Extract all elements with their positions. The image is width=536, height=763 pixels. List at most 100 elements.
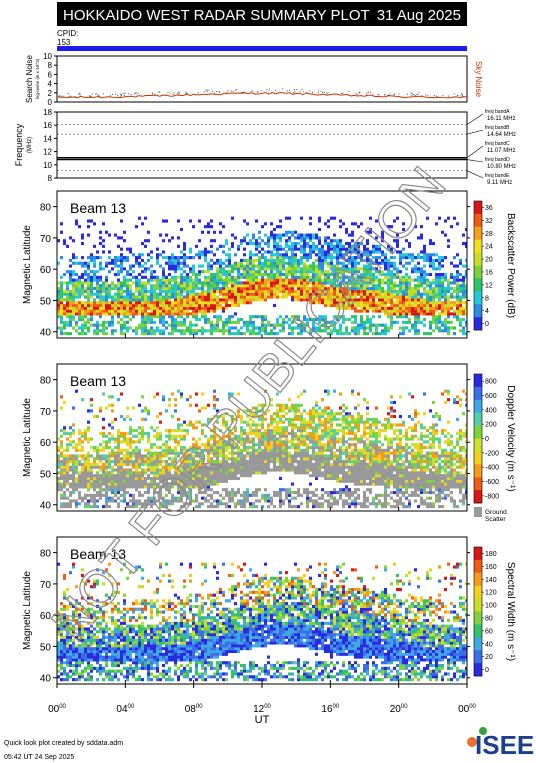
heatmap-cell	[72, 476, 75, 481]
heatmap-cell	[228, 468, 231, 472]
heatmap-cell	[390, 264, 393, 268]
heatmap-cell	[357, 287, 360, 291]
heatmap-cell	[402, 295, 405, 299]
heatmap-cell	[153, 429, 156, 433]
heatmap-cell	[141, 317, 144, 322]
heatmap-cell	[315, 247, 318, 251]
heatmap-cell	[78, 289, 81, 293]
heatmap-cell	[144, 306, 147, 310]
heatmap-cell	[231, 216, 234, 220]
heatmap-cell	[381, 306, 384, 310]
heatmap-cell	[252, 429, 255, 433]
heatmap-cell	[258, 457, 261, 461]
heatmap-cell	[294, 230, 297, 234]
heatmap-cell	[228, 278, 231, 282]
heatmap-cell	[168, 256, 171, 260]
heatmap-cell	[132, 479, 135, 483]
heatmap-cell	[330, 298, 333, 302]
heatmap-cell	[378, 332, 381, 336]
heatmap-cell	[297, 241, 300, 246]
heatmap-cell	[123, 457, 126, 461]
heatmap-cell	[303, 295, 306, 299]
heatmap-cell	[204, 250, 207, 254]
heatmap-cell	[111, 460, 114, 464]
heatmap-cell	[141, 292, 144, 296]
heatmap-cell	[99, 474, 102, 478]
heatmap-cell	[90, 275, 93, 279]
noise-point	[119, 95, 121, 97]
heatmap-cell	[231, 292, 234, 296]
heatmap-cell	[171, 303, 174, 308]
heatmap-cell	[225, 241, 228, 246]
frequency-ylabel-sub: (MHz)	[27, 137, 33, 153]
heatmap-cell	[324, 295, 327, 299]
heatmap-cell	[192, 468, 195, 472]
heatmap-cell	[108, 479, 111, 483]
heatmap-cell	[423, 270, 426, 274]
heatmap-cell	[84, 320, 87, 324]
heatmap-cell	[360, 306, 363, 310]
heatmap-cell	[357, 301, 360, 305]
heatmap-cell	[207, 292, 210, 296]
noise-point	[241, 91, 243, 93]
heatmap-cell	[126, 474, 129, 478]
heatmap-cell	[357, 278, 360, 282]
heatmap-cell	[348, 233, 351, 237]
heatmap-cell	[180, 496, 183, 500]
heatmap-cell	[237, 502, 240, 506]
heatmap-cell	[123, 493, 126, 497]
heatmap-cell	[138, 298, 141, 302]
heatmap-cell	[267, 323, 270, 327]
heatmap-cell	[207, 471, 210, 475]
heatmap-cell	[63, 476, 66, 481]
heatmap-cell	[186, 329, 189, 333]
heatmap-cell	[132, 292, 135, 296]
heatmap-cell	[174, 298, 177, 302]
heatmap-cell	[423, 244, 426, 248]
heatmap-cell	[66, 287, 69, 291]
heatmap-cell	[114, 258, 117, 262]
heatmap-cell	[96, 493, 99, 497]
heatmap-cell	[78, 502, 81, 506]
heatmap-cell	[246, 437, 249, 441]
heatmap-cell	[132, 329, 135, 333]
heatmap-cell	[273, 227, 276, 232]
heatmap-cell	[186, 289, 189, 293]
heatmap-cell	[273, 332, 276, 336]
noise-point	[234, 89, 236, 91]
heatmap-cell	[429, 241, 432, 246]
heatmap-cell	[234, 426, 237, 430]
noise-point	[157, 91, 159, 93]
heatmap-cell	[240, 275, 243, 279]
heatmap-cell	[204, 309, 207, 313]
heatmap-cell	[366, 275, 369, 279]
heatmap-cell	[87, 309, 90, 313]
heatmap-cell	[102, 287, 105, 291]
heatmap-cell	[81, 332, 84, 336]
heatmap-cell	[354, 284, 357, 288]
heatmap-cell	[162, 281, 165, 285]
heatmap-cell	[354, 320, 357, 324]
heatmap-cell	[258, 414, 261, 419]
heatmap-cell	[345, 241, 348, 246]
noise-point	[286, 90, 288, 92]
heatmap-cell	[201, 443, 204, 447]
heatmap-cell	[264, 284, 267, 288]
noise-point	[177, 92, 179, 94]
heatmap-cell	[81, 317, 84, 322]
heatmap-cell	[375, 278, 378, 282]
heatmap-cell	[261, 295, 264, 299]
sky-noise-line	[56, 91, 468, 99]
heatmap-cell	[156, 247, 159, 251]
heatmap-cell	[111, 490, 114, 495]
heatmap-cell	[321, 270, 324, 274]
heatmap-cell	[402, 264, 405, 268]
heatmap-cell	[327, 292, 330, 296]
heatmap-cell	[213, 261, 216, 265]
heatmap-cell	[261, 420, 264, 424]
heatmap-cell	[279, 281, 282, 285]
heatmap-cell	[201, 448, 204, 452]
heatmap-cell	[426, 216, 429, 220]
heatmap-cell	[387, 301, 390, 305]
heatmap-cell	[66, 244, 69, 248]
